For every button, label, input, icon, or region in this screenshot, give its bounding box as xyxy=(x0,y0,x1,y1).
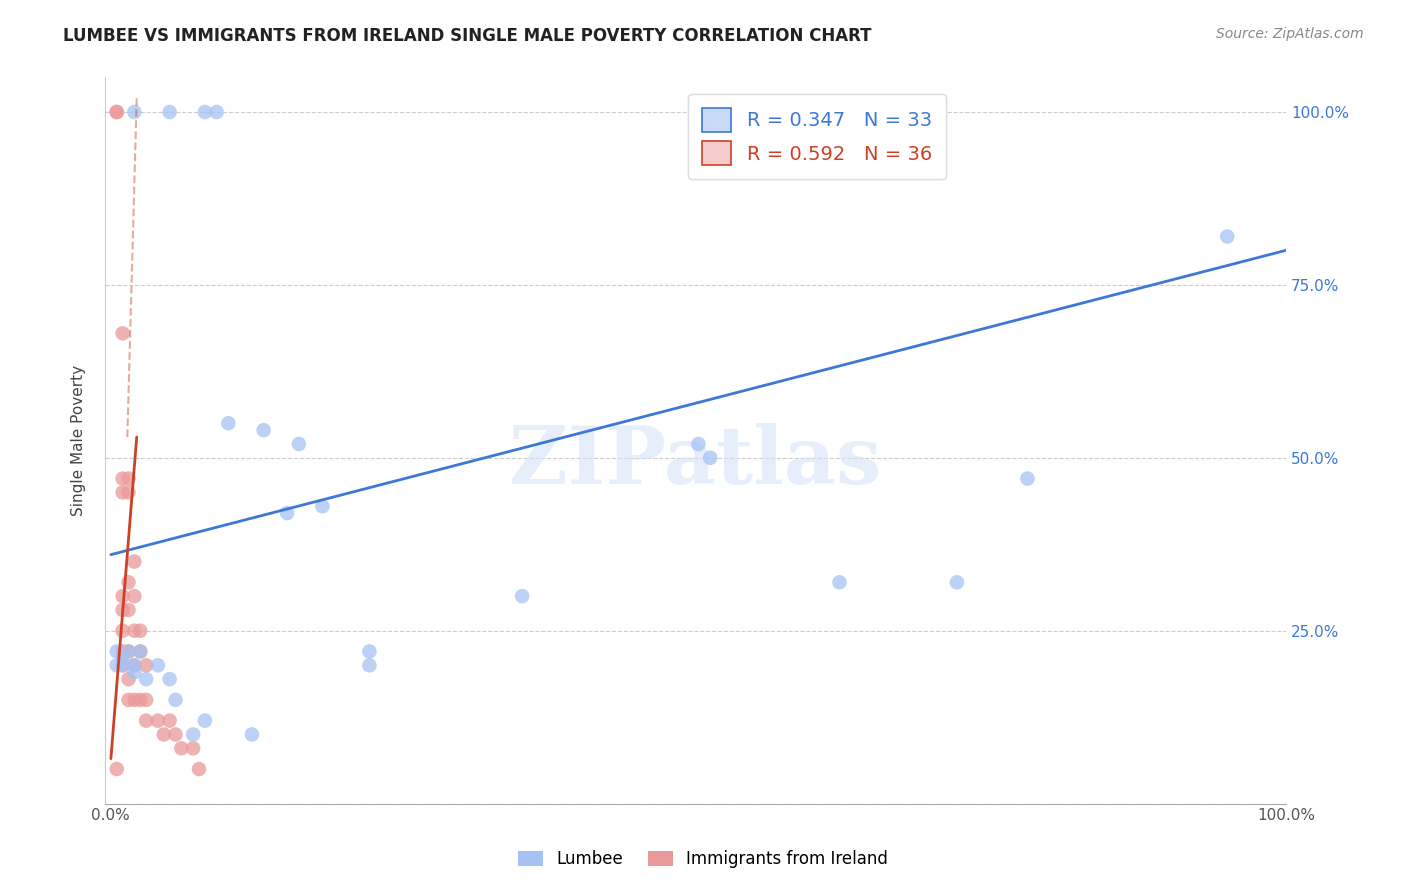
Point xyxy=(194,105,217,120)
Y-axis label: Single Male Poverty: Single Male Poverty xyxy=(72,365,86,516)
Point xyxy=(129,644,152,658)
Point xyxy=(181,727,204,741)
Point xyxy=(117,644,139,658)
Point xyxy=(699,450,721,465)
Point xyxy=(165,693,187,707)
Point xyxy=(510,589,533,603)
Point xyxy=(828,575,851,590)
Point xyxy=(111,658,134,673)
Point xyxy=(105,658,128,673)
Point xyxy=(117,472,139,486)
Point xyxy=(117,644,139,658)
Point xyxy=(129,624,152,638)
Point xyxy=(170,741,193,756)
Point xyxy=(688,437,710,451)
Point xyxy=(105,105,128,120)
Point xyxy=(124,693,146,707)
Point xyxy=(124,624,146,638)
Point xyxy=(205,105,228,120)
Point xyxy=(117,672,139,686)
Text: ZIPatlas: ZIPatlas xyxy=(509,424,882,501)
Point xyxy=(359,644,381,658)
Point xyxy=(240,727,263,741)
Point xyxy=(276,506,298,520)
Point xyxy=(111,485,134,500)
Point xyxy=(124,105,146,120)
Point xyxy=(359,658,381,673)
Point xyxy=(105,644,128,658)
Point xyxy=(135,714,157,728)
Point xyxy=(165,727,187,741)
Point xyxy=(117,603,139,617)
Point xyxy=(194,714,217,728)
Point xyxy=(1216,229,1239,244)
Point xyxy=(111,589,134,603)
Point xyxy=(288,437,311,451)
Point xyxy=(129,644,152,658)
Point xyxy=(159,105,181,120)
Point xyxy=(135,693,157,707)
Point xyxy=(111,603,134,617)
Point xyxy=(124,665,146,680)
Point xyxy=(188,762,211,776)
Point xyxy=(111,651,134,665)
Point xyxy=(111,624,134,638)
Point xyxy=(124,658,146,673)
Point xyxy=(181,741,204,756)
Point xyxy=(253,423,276,437)
Text: LUMBEE VS IMMIGRANTS FROM IRELAND SINGLE MALE POVERTY CORRELATION CHART: LUMBEE VS IMMIGRANTS FROM IRELAND SINGLE… xyxy=(63,27,872,45)
Point xyxy=(146,658,169,673)
Point xyxy=(111,658,134,673)
Point xyxy=(1017,472,1039,486)
Point xyxy=(152,727,174,741)
Point xyxy=(111,326,134,341)
Point xyxy=(946,575,969,590)
Text: Source: ZipAtlas.com: Source: ZipAtlas.com xyxy=(1216,27,1364,41)
Point xyxy=(111,644,134,658)
Point xyxy=(159,672,181,686)
Point xyxy=(124,658,146,673)
Point xyxy=(159,714,181,728)
Point xyxy=(124,555,146,569)
Point xyxy=(117,575,139,590)
Point xyxy=(129,693,152,707)
Point xyxy=(135,658,157,673)
Point xyxy=(146,714,169,728)
Point xyxy=(311,500,333,514)
Point xyxy=(217,416,239,430)
Point xyxy=(111,472,134,486)
Point xyxy=(124,589,146,603)
Point xyxy=(135,672,157,686)
Point xyxy=(105,762,128,776)
Point xyxy=(105,105,128,120)
Point xyxy=(117,693,139,707)
Legend: R = 0.347   N = 33, R = 0.592   N = 36: R = 0.347 N = 33, R = 0.592 N = 36 xyxy=(689,95,946,178)
Point xyxy=(117,485,139,500)
Legend: Lumbee, Immigrants from Ireland: Lumbee, Immigrants from Ireland xyxy=(512,844,894,875)
